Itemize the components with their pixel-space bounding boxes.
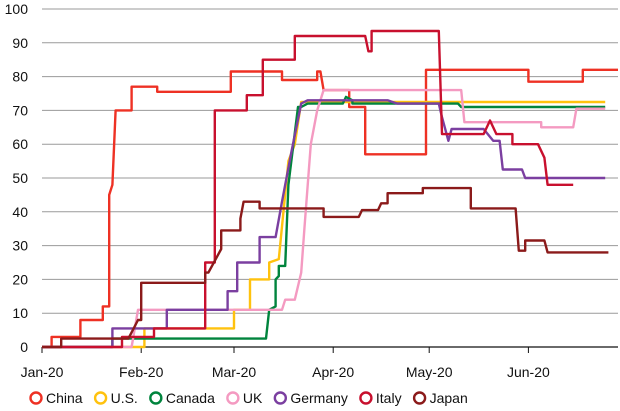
legend-item-china: China: [29, 390, 83, 406]
series-line-china: [42, 68, 618, 349]
legend-marker: [412, 391, 427, 405]
y-tick-label: 10: [12, 305, 28, 321]
y-axis-tick-labels: 0 10 20 30 40 50 60 70 80 90 100: [5, 1, 29, 355]
y-tick-label: 40: [12, 204, 28, 220]
series-line-canada: [42, 95, 606, 349]
x-tick-label: May-20: [406, 364, 453, 380]
legend-label: Japan: [430, 390, 468, 406]
legend-item-japan: Japan: [412, 390, 468, 406]
series-lines: [42, 29, 618, 349]
x-tick-label: Jan-20: [21, 364, 64, 380]
legend-item-uk: UK: [226, 390, 263, 406]
legend-label: Germany: [290, 390, 348, 406]
x-tick-label: Feb-20: [119, 364, 164, 380]
y-tick-label: 100: [5, 1, 29, 17]
legend-marker: [273, 391, 288, 405]
legend-item-italy: Italy: [359, 390, 402, 406]
x-axis: Jan-20 Feb-20 Mar-20 Apr-20 May-20 Jun-20: [21, 346, 618, 380]
series-line-u-s: [42, 100, 606, 349]
legend-label: Italy: [376, 390, 402, 406]
legend-marker: [93, 391, 108, 405]
legend-marker: [149, 391, 163, 405]
y-tick-label: 60: [12, 136, 28, 152]
y-tick-label: 0: [20, 339, 28, 355]
legend-label: Canada: [166, 390, 215, 406]
y-tick-label: 80: [12, 69, 28, 85]
legend: China U.S. Canada UK Germany Italy Japan: [29, 390, 468, 406]
y-tick-label: 50: [12, 170, 28, 186]
y-tick-label: 20: [12, 271, 28, 287]
y-tick-label: 70: [12, 102, 28, 118]
series-line-germany: [42, 99, 606, 349]
legend-label: China: [46, 390, 83, 406]
x-tick-label: Mar-20: [212, 364, 257, 380]
legend-label: UK: [243, 390, 263, 406]
legend-marker: [29, 391, 43, 405]
legend-label: U.S.: [111, 390, 138, 406]
series-line-italy: [42, 29, 574, 349]
gridlines: [42, 8, 618, 314]
series-line-japan: [42, 186, 609, 349]
legend-item-canada: Canada: [149, 390, 215, 406]
legend-marker: [359, 391, 373, 405]
y-tick-label: 90: [12, 35, 28, 51]
legend-item-germany: Germany: [273, 390, 348, 406]
legend-marker: [226, 391, 240, 405]
legend-item-u-s: U.S.: [93, 390, 138, 406]
y-tick-label: 30: [12, 238, 28, 254]
series-line-uk: [42, 88, 606, 349]
x-tick-label: Apr-20: [312, 364, 354, 380]
x-tick-label: Jun-20: [507, 364, 550, 380]
